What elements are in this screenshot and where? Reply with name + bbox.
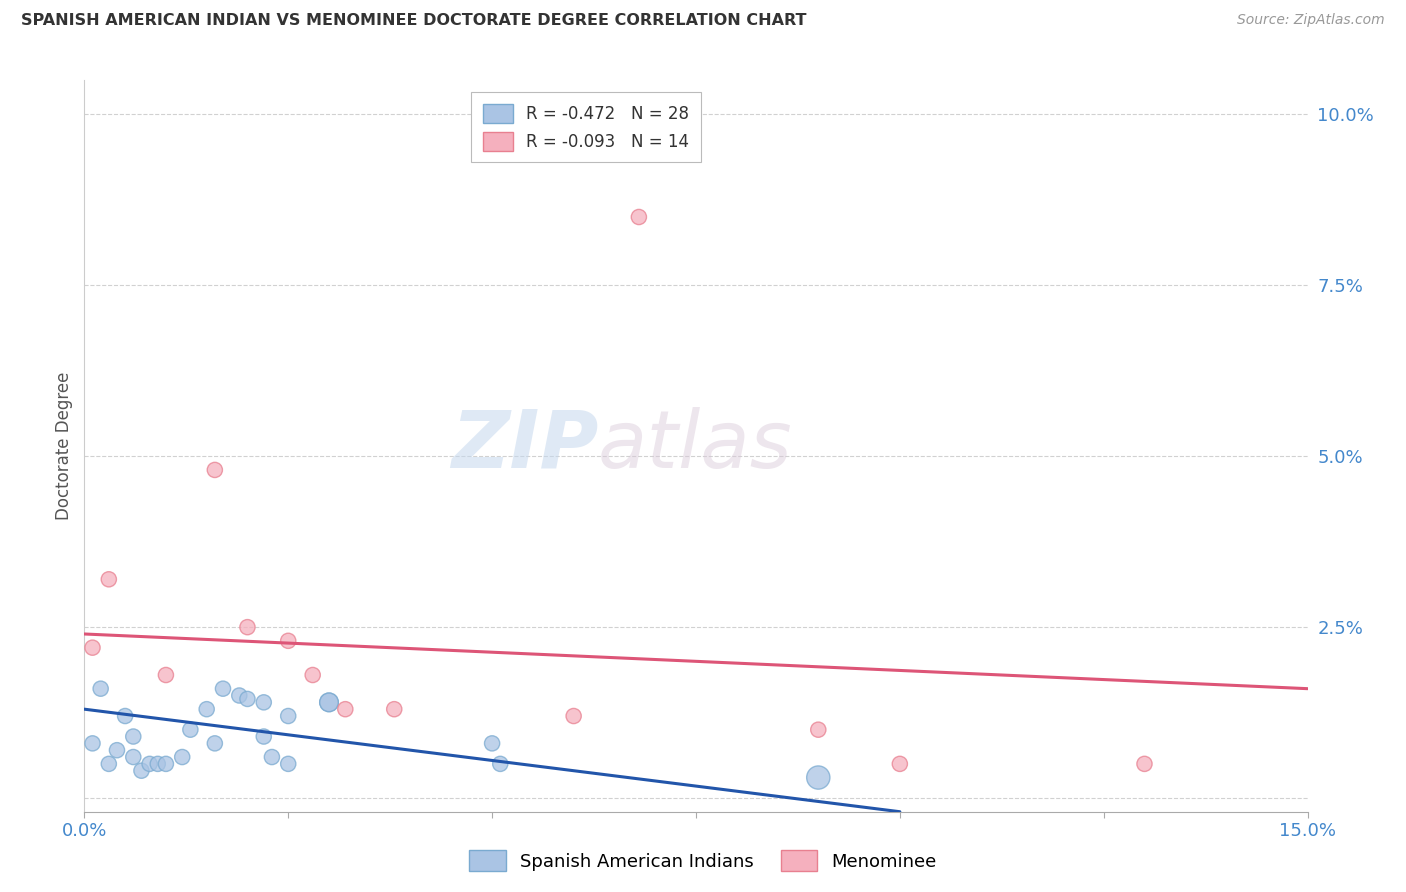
- Point: [260, 750, 283, 764]
- Point: [253, 695, 276, 709]
- Point: [146, 756, 169, 771]
- Point: [382, 702, 405, 716]
- Point: [204, 463, 226, 477]
- Point: [228, 689, 250, 703]
- Point: [807, 771, 830, 785]
- Legend: R = -0.472   N = 28, R = -0.093   N = 14: R = -0.472 N = 28, R = -0.093 N = 14: [471, 92, 700, 162]
- Point: [277, 709, 299, 723]
- Point: [236, 692, 259, 706]
- Text: ZIP: ZIP: [451, 407, 598, 485]
- Point: [481, 736, 503, 750]
- Point: [204, 736, 226, 750]
- Point: [97, 572, 120, 586]
- Text: SPANISH AMERICAN INDIAN VS MENOMINEE DOCTORATE DEGREE CORRELATION CHART: SPANISH AMERICAN INDIAN VS MENOMINEE DOC…: [21, 13, 807, 29]
- Point: [122, 750, 145, 764]
- Point: [131, 764, 153, 778]
- Point: [179, 723, 201, 737]
- Point: [236, 620, 259, 634]
- Text: Source: ZipAtlas.com: Source: ZipAtlas.com: [1237, 13, 1385, 28]
- Point: [889, 756, 911, 771]
- Point: [318, 695, 340, 709]
- Point: [122, 730, 145, 744]
- Point: [138, 756, 160, 771]
- Point: [318, 695, 340, 709]
- Point: [114, 709, 136, 723]
- Point: [97, 756, 120, 771]
- Point: [562, 709, 585, 723]
- Point: [195, 702, 218, 716]
- Text: atlas: atlas: [598, 407, 793, 485]
- Point: [301, 668, 323, 682]
- Point: [253, 730, 276, 744]
- Legend: Spanish American Indians, Menominee: Spanish American Indians, Menominee: [463, 843, 943, 879]
- Y-axis label: Doctorate Degree: Doctorate Degree: [55, 372, 73, 520]
- Point: [277, 633, 299, 648]
- Point: [82, 640, 104, 655]
- Point: [212, 681, 235, 696]
- Point: [807, 723, 830, 737]
- Point: [277, 756, 299, 771]
- Point: [172, 750, 194, 764]
- Point: [155, 668, 177, 682]
- Point: [627, 210, 650, 224]
- Point: [489, 756, 512, 771]
- Point: [1133, 756, 1156, 771]
- Point: [105, 743, 128, 757]
- Point: [82, 736, 104, 750]
- Point: [155, 756, 177, 771]
- Point: [335, 702, 357, 716]
- Point: [90, 681, 112, 696]
